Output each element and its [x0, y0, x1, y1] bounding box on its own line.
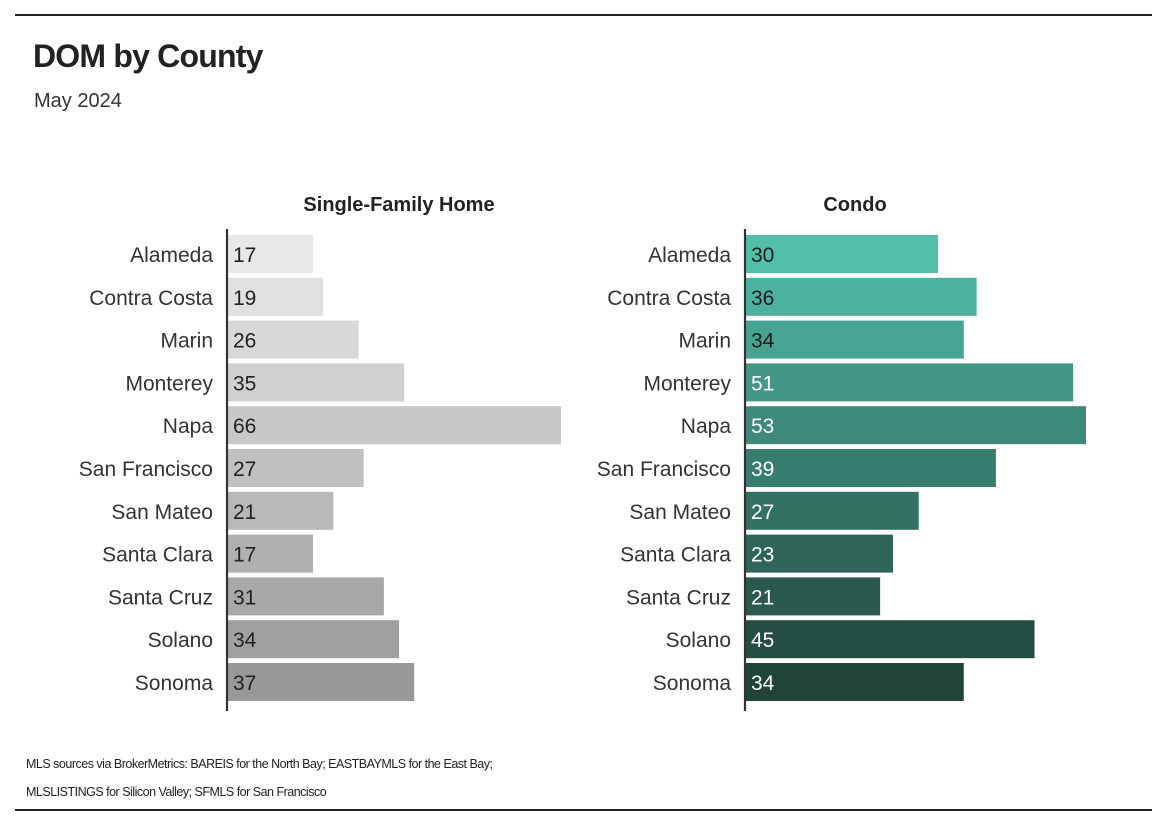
sfh-value-label: 35	[233, 372, 256, 395]
condo-bar-santa-clara	[745, 534, 893, 573]
sfh-category-label: Santa Cruz	[108, 586, 213, 609]
condo-bar-marin	[745, 320, 964, 359]
condo-value-label: 34	[751, 672, 775, 695]
condo-category-label: Napa	[681, 415, 732, 438]
condo-bar-alameda	[745, 235, 939, 273]
sfh-category-label: Contra Costa	[89, 287, 213, 310]
sfh-category-label: Sonoma	[135, 672, 214, 695]
condo-category-label: Marin	[678, 330, 731, 353]
sfh-bar-marin	[227, 320, 359, 359]
condo-value-label: 39	[751, 458, 774, 481]
sfh-bar-san-mateo	[227, 491, 334, 530]
sfh-value-label: 21	[233, 501, 256, 524]
sfh-value-label: 17	[233, 244, 256, 267]
sfh-category-label: Santa Clara	[102, 544, 213, 567]
sfh-bar-alameda	[227, 235, 314, 273]
chart-title: DOM by County	[33, 38, 263, 74]
condo-value-label: 51	[751, 372, 774, 395]
condo-value-label: 23	[751, 544, 774, 567]
condo-category-label: Contra Costa	[607, 287, 731, 310]
condo-value-label: 53	[751, 415, 774, 438]
condo-bar-santa-cruz	[745, 577, 881, 616]
condo-value-label: 36	[751, 287, 774, 310]
sfh-panel-title: Single-Family Home	[303, 194, 494, 216]
condo-bar-sonoma	[745, 663, 964, 701]
sfh-value-label: 26	[233, 330, 256, 353]
source-note: MLS sources via BrokerMetrics: BAREIS fo…	[26, 757, 493, 799]
condo-value-label: 30	[751, 244, 774, 267]
bottom-rule	[15, 809, 1152, 811]
sfh-category-label: Napa	[163, 415, 214, 438]
top-rule	[15, 14, 1152, 16]
sfh-bar-sonoma	[227, 663, 415, 701]
sfh-category-label: San Mateo	[111, 501, 213, 524]
sfh-value-label: 34	[233, 629, 257, 652]
sfh-category-label: Monterey	[125, 372, 213, 395]
condo-value-label: 34	[751, 330, 775, 353]
sfh-bar-solano	[227, 620, 400, 659]
chart-subtitle: May 2024	[34, 90, 122, 112]
sfh-bar-santa-clara	[227, 534, 314, 573]
sfh-bar-monterey	[227, 363, 405, 402]
sfh-value-label: 17	[233, 544, 256, 567]
sfh-category-label: Alameda	[130, 244, 213, 267]
condo-category-label: Sonoma	[653, 672, 732, 695]
sfh-bar-santa-cruz	[227, 577, 384, 616]
condo-bar-san-francisco	[745, 449, 996, 487]
sfh-category-label: San Francisco	[79, 458, 213, 481]
condo-value-label: 45	[751, 629, 774, 652]
condo-chart: Condo Alameda 30 Contra Costa 36 Marin 34 Monte…	[597, 194, 1086, 711]
condo-bar-solano	[745, 620, 1035, 659]
sfh-value-label: 66	[233, 415, 256, 438]
sfh-category-label: Marin	[160, 330, 213, 353]
charts-area: Single-Family Home Alameda 17 Contra Costa 1…	[79, 194, 1086, 711]
sfh-bar-san-francisco	[227, 449, 364, 487]
condo-value-label: 21	[751, 586, 774, 609]
condo-bar-napa	[745, 406, 1086, 445]
condo-bar-contra-costa	[745, 277, 977, 316]
condo-panel-title: Condo	[823, 194, 886, 216]
condo-category-label: Santa Cruz	[626, 586, 731, 609]
sfh-value-label: 19	[233, 287, 256, 310]
condo-category-label: Solano	[666, 629, 731, 652]
single-family-home-chart: Single-Family Home Alameda 17 Contra Costa 1…	[79, 194, 561, 711]
condo-bar-san-mateo	[745, 491, 919, 530]
sfh-bar-contra-costa	[227, 277, 324, 316]
sfh-bar-napa	[227, 406, 561, 445]
condo-category-label: Alameda	[648, 244, 731, 267]
condo-category-label: Santa Clara	[620, 544, 731, 567]
condo-category-label: San Francisco	[597, 458, 731, 481]
condo-category-label: Monterey	[643, 372, 731, 395]
sfh-value-label: 31	[233, 586, 256, 609]
condo-category-label: San Mateo	[629, 501, 731, 524]
condo-value-label: 27	[751, 501, 774, 524]
sfh-value-label: 27	[233, 458, 256, 481]
condo-bar-monterey	[745, 363, 1074, 402]
sfh-category-label: Solano	[148, 629, 213, 652]
sfh-value-label: 37	[233, 672, 256, 695]
